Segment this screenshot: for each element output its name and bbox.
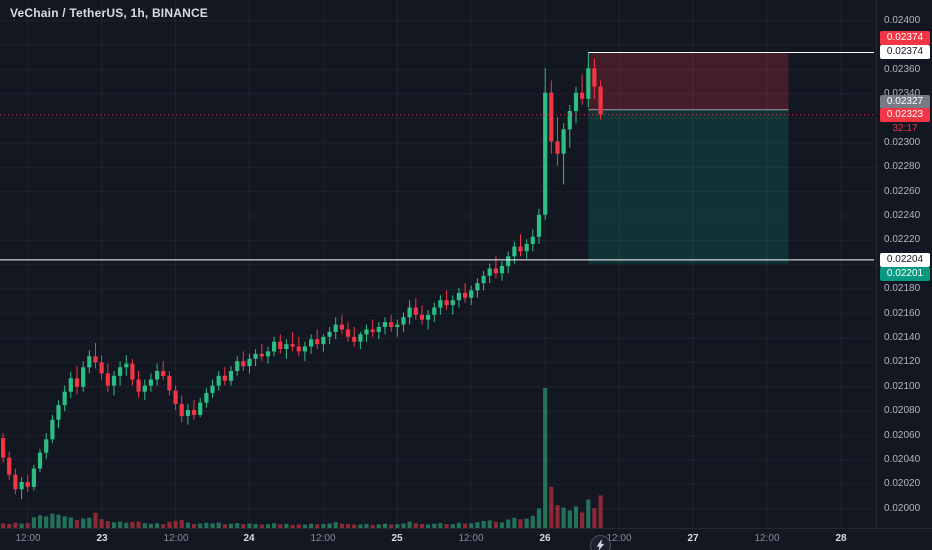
time-tick-label: 12:00 <box>458 533 484 544</box>
time-tick-label: 24 <box>243 533 255 544</box>
line-price-badge: 0.02204 <box>880 253 930 267</box>
price-chart[interactable] <box>0 0 876 528</box>
time-tick-label: 28 <box>835 533 847 544</box>
chart-canvas[interactable] <box>0 0 876 528</box>
price-tick-label: 0.02260 <box>884 186 921 197</box>
quick-order-button[interactable] <box>590 535 611 550</box>
price-tick-label: 0.02220 <box>884 234 921 245</box>
price-tick-label: 0.02060 <box>884 430 921 441</box>
price-tick-label: 0.02100 <box>884 381 921 392</box>
price-tick-label: 0.02280 <box>884 161 921 172</box>
price-tick-label: 0.02340 <box>884 88 921 99</box>
lightning-icon <box>596 540 605 550</box>
time-tick-label: 27 <box>687 533 699 544</box>
price-tick-label: 0.02080 <box>884 405 921 416</box>
time-axis[interactable]: 12:00 23 12:00 24 12:00 25 12:00 26 12:00 27 12:00… <box>0 528 932 550</box>
price-tick-label: 0.02000 <box>884 503 921 514</box>
price-tick-label: 0.02360 <box>884 64 921 75</box>
price-tick-label: 0.02240 <box>884 210 921 221</box>
entry-price-badge: 0.02327 <box>880 95 930 109</box>
time-tick-label: 23 <box>96 533 108 544</box>
price-tick-label: 0.02400 <box>884 15 921 26</box>
time-tick-label: 26 <box>539 533 551 544</box>
price-tick-label: 0.02020 <box>884 478 921 489</box>
time-tick-label: 12:00 <box>15 533 41 544</box>
stop-price-badge: 0.02374 <box>880 31 930 45</box>
bar-countdown-label: 32:17 <box>892 123 918 134</box>
price-tick-label: 0.02180 <box>884 283 921 294</box>
price-tick-label: 0.02200 <box>884 259 921 270</box>
symbol-title[interactable]: VeChain / TetherUS, 1h, BINANCE <box>10 6 209 20</box>
target-price-badge: 0.02201 <box>880 267 930 281</box>
price-tick-label: 0.02320 <box>884 112 921 123</box>
last-price-badge: 0.02323 <box>880 108 930 122</box>
time-tick-label: 12:00 <box>163 533 189 544</box>
time-tick-label: 12:00 <box>310 533 336 544</box>
price-tick-label: 0.02140 <box>884 332 921 343</box>
price-tick-label: 0.02120 <box>884 356 921 367</box>
line-price-badge: 0.02374 <box>880 45 930 59</box>
price-tick-label: 0.02380 <box>884 39 921 50</box>
time-tick-label: 12:00 <box>754 533 780 544</box>
price-tick-label: 0.02040 <box>884 454 921 465</box>
time-tick-label: 25 <box>391 533 403 544</box>
price-tick-label: 0.02160 <box>884 308 921 319</box>
price-axis[interactable]: 0.02400 0.02380 0.02360 0.02340 0.02320 0.023… <box>876 0 932 547</box>
price-tick-label: 0.02300 <box>884 137 921 148</box>
